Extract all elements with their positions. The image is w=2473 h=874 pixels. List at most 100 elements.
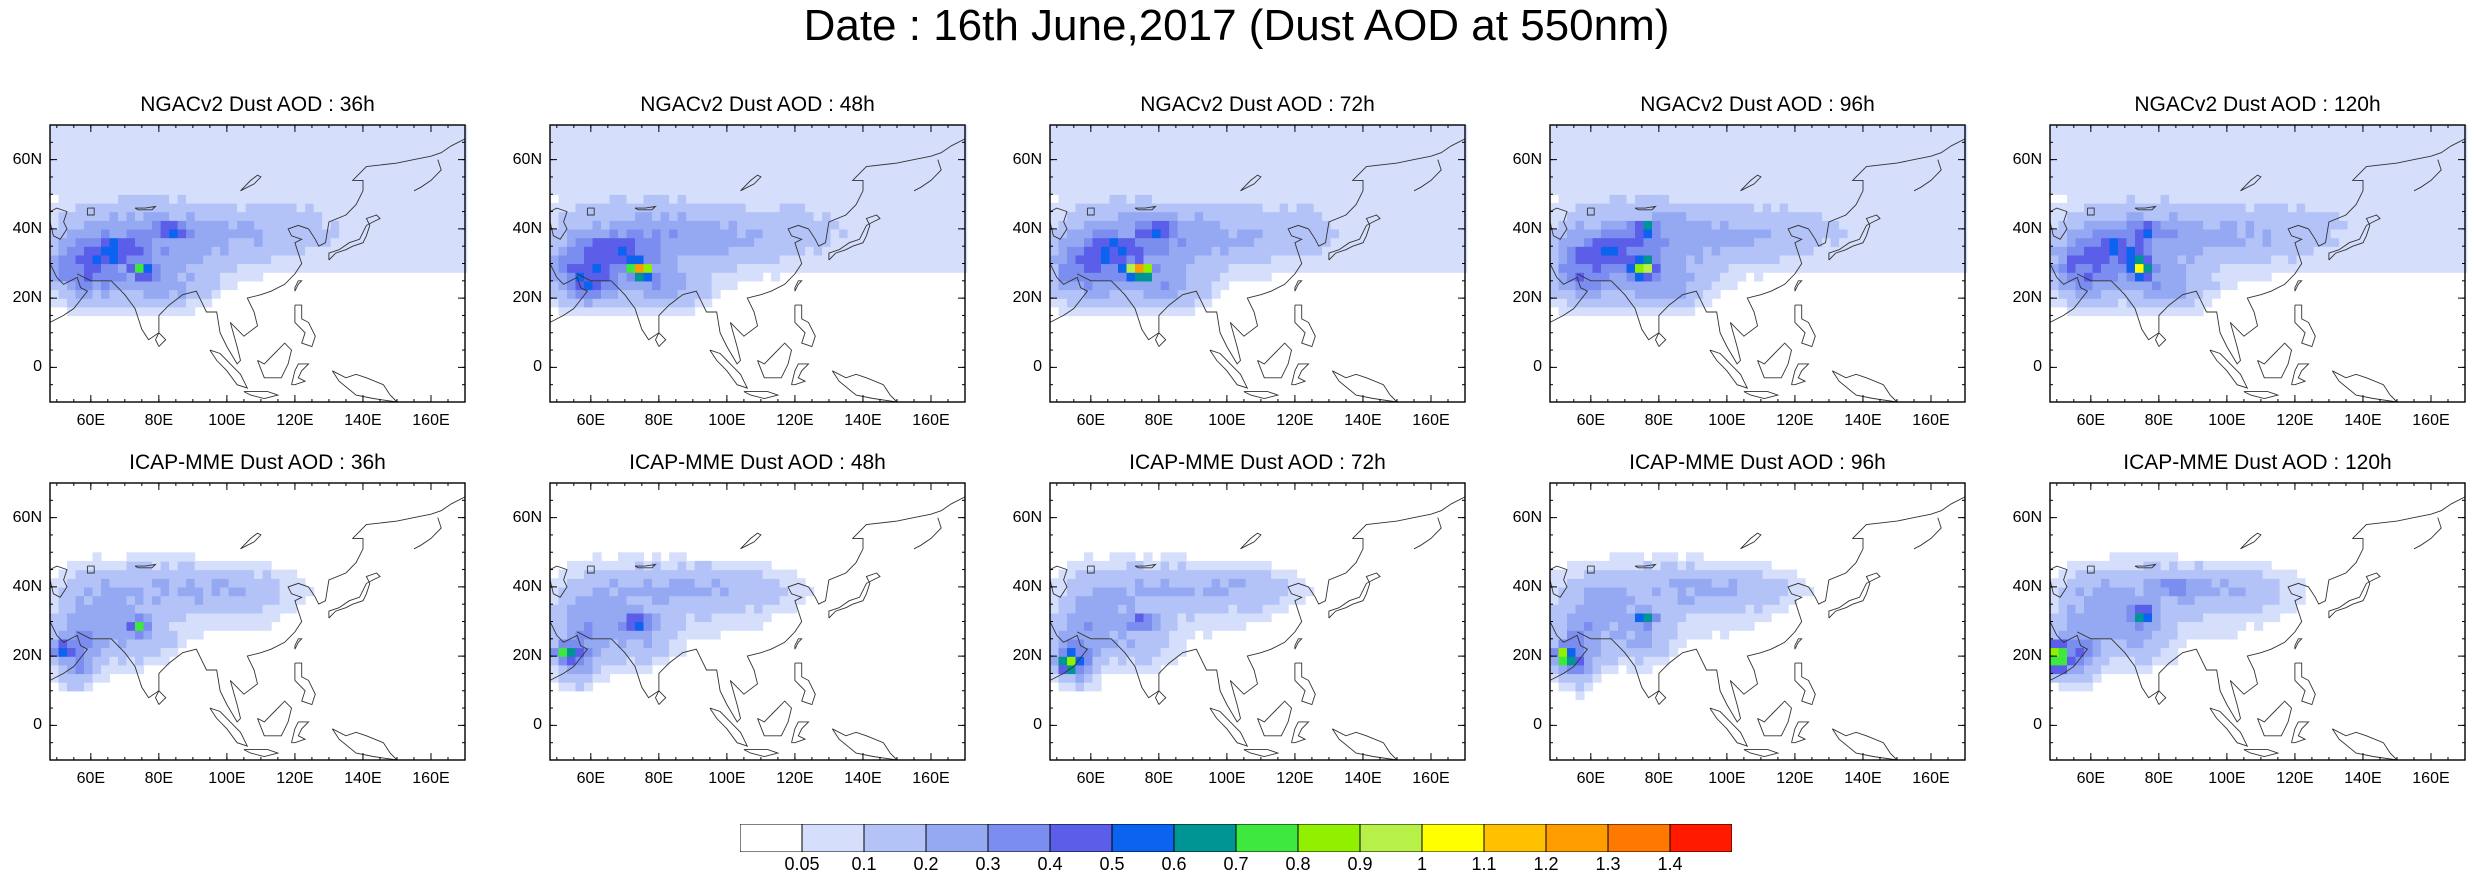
lat-tick-label: 20N bbox=[2012, 289, 2042, 307]
dust-aod-map bbox=[549, 124, 968, 403]
lat-tick-label: 40N bbox=[1512, 577, 1542, 595]
aod-field bbox=[50, 552, 315, 692]
colorbar-swatch bbox=[925, 824, 989, 852]
lon-tick-label: 100E bbox=[1208, 412, 1246, 429]
lon-tick-label: 80E bbox=[144, 412, 174, 429]
colorbar-swatch bbox=[1359, 824, 1423, 852]
axis-ticks bbox=[1550, 124, 1966, 403]
lat-tick-label: 40N bbox=[512, 219, 542, 237]
colorbar-tick-label: 1 bbox=[1416, 854, 1428, 874]
colorbar-tick-label: 0.4 bbox=[1037, 854, 1063, 874]
lat-tick-label: 60N bbox=[1512, 508, 1542, 526]
coastlines bbox=[49, 496, 466, 761]
axis-ticks bbox=[1050, 124, 1466, 403]
colorbar-tick-label: 0.5 bbox=[1099, 854, 1125, 874]
coastlines bbox=[1549, 496, 1966, 761]
lon-tick-label: 100E bbox=[208, 412, 246, 429]
lat-tick-label: 0 bbox=[33, 716, 42, 734]
colorbar-swatch bbox=[863, 824, 927, 852]
colorbar-tick-label: 0.9 bbox=[1347, 854, 1373, 874]
lon-tick-label: 160E bbox=[1912, 412, 1950, 429]
panel-title: NGACv2 Dust AOD : 96h bbox=[1640, 93, 1875, 116]
lat-tick-label: 60N bbox=[512, 150, 542, 168]
lon-tick-label: 140E bbox=[1344, 770, 1382, 787]
lon-tick-label: 80E bbox=[644, 770, 674, 787]
lat-tick-label: 60N bbox=[2012, 150, 2042, 168]
lat-tick-label: 60N bbox=[1012, 508, 1042, 526]
colorbar-swatch bbox=[1235, 824, 1299, 852]
dust-aod-map bbox=[1049, 482, 1466, 761]
lon-tick-label: 120E bbox=[1776, 412, 1814, 429]
lon-tick-label: 100E bbox=[708, 412, 746, 429]
dust-aod-map bbox=[2049, 124, 2468, 403]
lon-tick-label: 120E bbox=[2276, 770, 2314, 787]
axis-ticks bbox=[550, 482, 966, 761]
lon-tick-label: 160E bbox=[2412, 770, 2450, 787]
dust-aod-map bbox=[549, 482, 966, 761]
lat-tick-label: 40N bbox=[2012, 219, 2042, 237]
dust-aod-map bbox=[1549, 124, 1968, 403]
coastlines bbox=[1049, 138, 1466, 403]
lon-tick-label: 80E bbox=[1144, 412, 1174, 429]
lon-tick-label: 60E bbox=[1076, 412, 1106, 429]
colorbar-tick-label: 1.3 bbox=[1595, 854, 1621, 874]
colorbar-tick-label: 0.1 bbox=[851, 854, 877, 874]
lon-tick-label: 160E bbox=[1412, 412, 1450, 429]
lon-tick-label: 160E bbox=[1912, 770, 1950, 787]
panel-title: ICAP-MME Dust AOD : 96h bbox=[1629, 451, 1886, 474]
lon-tick-label: 160E bbox=[412, 412, 450, 429]
aod-field bbox=[2050, 552, 2306, 692]
lon-tick-label: 60E bbox=[1576, 412, 1606, 429]
lon-tick-label: 160E bbox=[912, 770, 950, 787]
lat-tick-label: 60N bbox=[1012, 150, 1042, 168]
axis-ticks bbox=[50, 482, 466, 761]
lon-tick-label: 140E bbox=[344, 412, 382, 429]
lon-tick-label: 100E bbox=[2208, 770, 2246, 787]
colorbar-swatch bbox=[1421, 824, 1485, 852]
lon-tick-label: 140E bbox=[1844, 412, 1882, 429]
colorbar-swatch bbox=[1297, 824, 1361, 852]
lon-tick-label: 120E bbox=[2276, 412, 2314, 429]
colorbar-tick-label: 1.1 bbox=[1471, 854, 1497, 874]
lat-tick-label: 0 bbox=[1033, 716, 1042, 734]
lon-tick-label: 60E bbox=[576, 412, 606, 429]
lon-tick-label: 80E bbox=[2144, 412, 2174, 429]
lon-tick-label: 60E bbox=[2076, 770, 2106, 787]
lat-tick-label: 20N bbox=[512, 289, 542, 307]
aod-field bbox=[550, 125, 968, 317]
lat-tick-label: 20N bbox=[1012, 289, 1042, 307]
aod-field bbox=[550, 552, 815, 692]
aod-field bbox=[1550, 552, 1815, 701]
aod-field bbox=[1550, 125, 1968, 317]
panel-title: NGACv2 Dust AOD : 48h bbox=[640, 93, 875, 116]
dust-aod-map bbox=[49, 482, 466, 761]
aod-field bbox=[2050, 125, 2468, 317]
lat-tick-label: 0 bbox=[2033, 716, 2042, 734]
lat-tick-label: 40N bbox=[2012, 577, 2042, 595]
coastlines bbox=[1049, 496, 1466, 761]
lon-tick-label: 160E bbox=[412, 770, 450, 787]
colorbar-swatch bbox=[1173, 824, 1237, 852]
lat-tick-label: 40N bbox=[512, 577, 542, 595]
lat-tick-label: 20N bbox=[1012, 647, 1042, 665]
dust-aod-map bbox=[49, 124, 468, 403]
colorbar-swatch bbox=[801, 824, 865, 852]
lon-tick-label: 120E bbox=[776, 770, 814, 787]
coastlines bbox=[549, 138, 966, 403]
lon-tick-label: 60E bbox=[2076, 412, 2106, 429]
lat-tick-label: 20N bbox=[1512, 647, 1542, 665]
lon-tick-label: 100E bbox=[2208, 412, 2246, 429]
coastlines bbox=[49, 138, 466, 403]
lon-tick-label: 60E bbox=[76, 412, 106, 429]
dust-aod-map bbox=[1049, 124, 1468, 403]
lon-tick-label: 80E bbox=[2144, 770, 2174, 787]
colorbar-swatch bbox=[987, 824, 1051, 852]
lat-tick-label: 40N bbox=[1512, 219, 1542, 237]
axis-ticks bbox=[2050, 482, 2466, 761]
coastlines bbox=[549, 496, 966, 761]
axis-ticks bbox=[550, 124, 966, 403]
coastlines bbox=[2049, 138, 2466, 403]
lon-tick-label: 60E bbox=[1076, 770, 1106, 787]
lon-tick-label: 160E bbox=[1412, 770, 1450, 787]
